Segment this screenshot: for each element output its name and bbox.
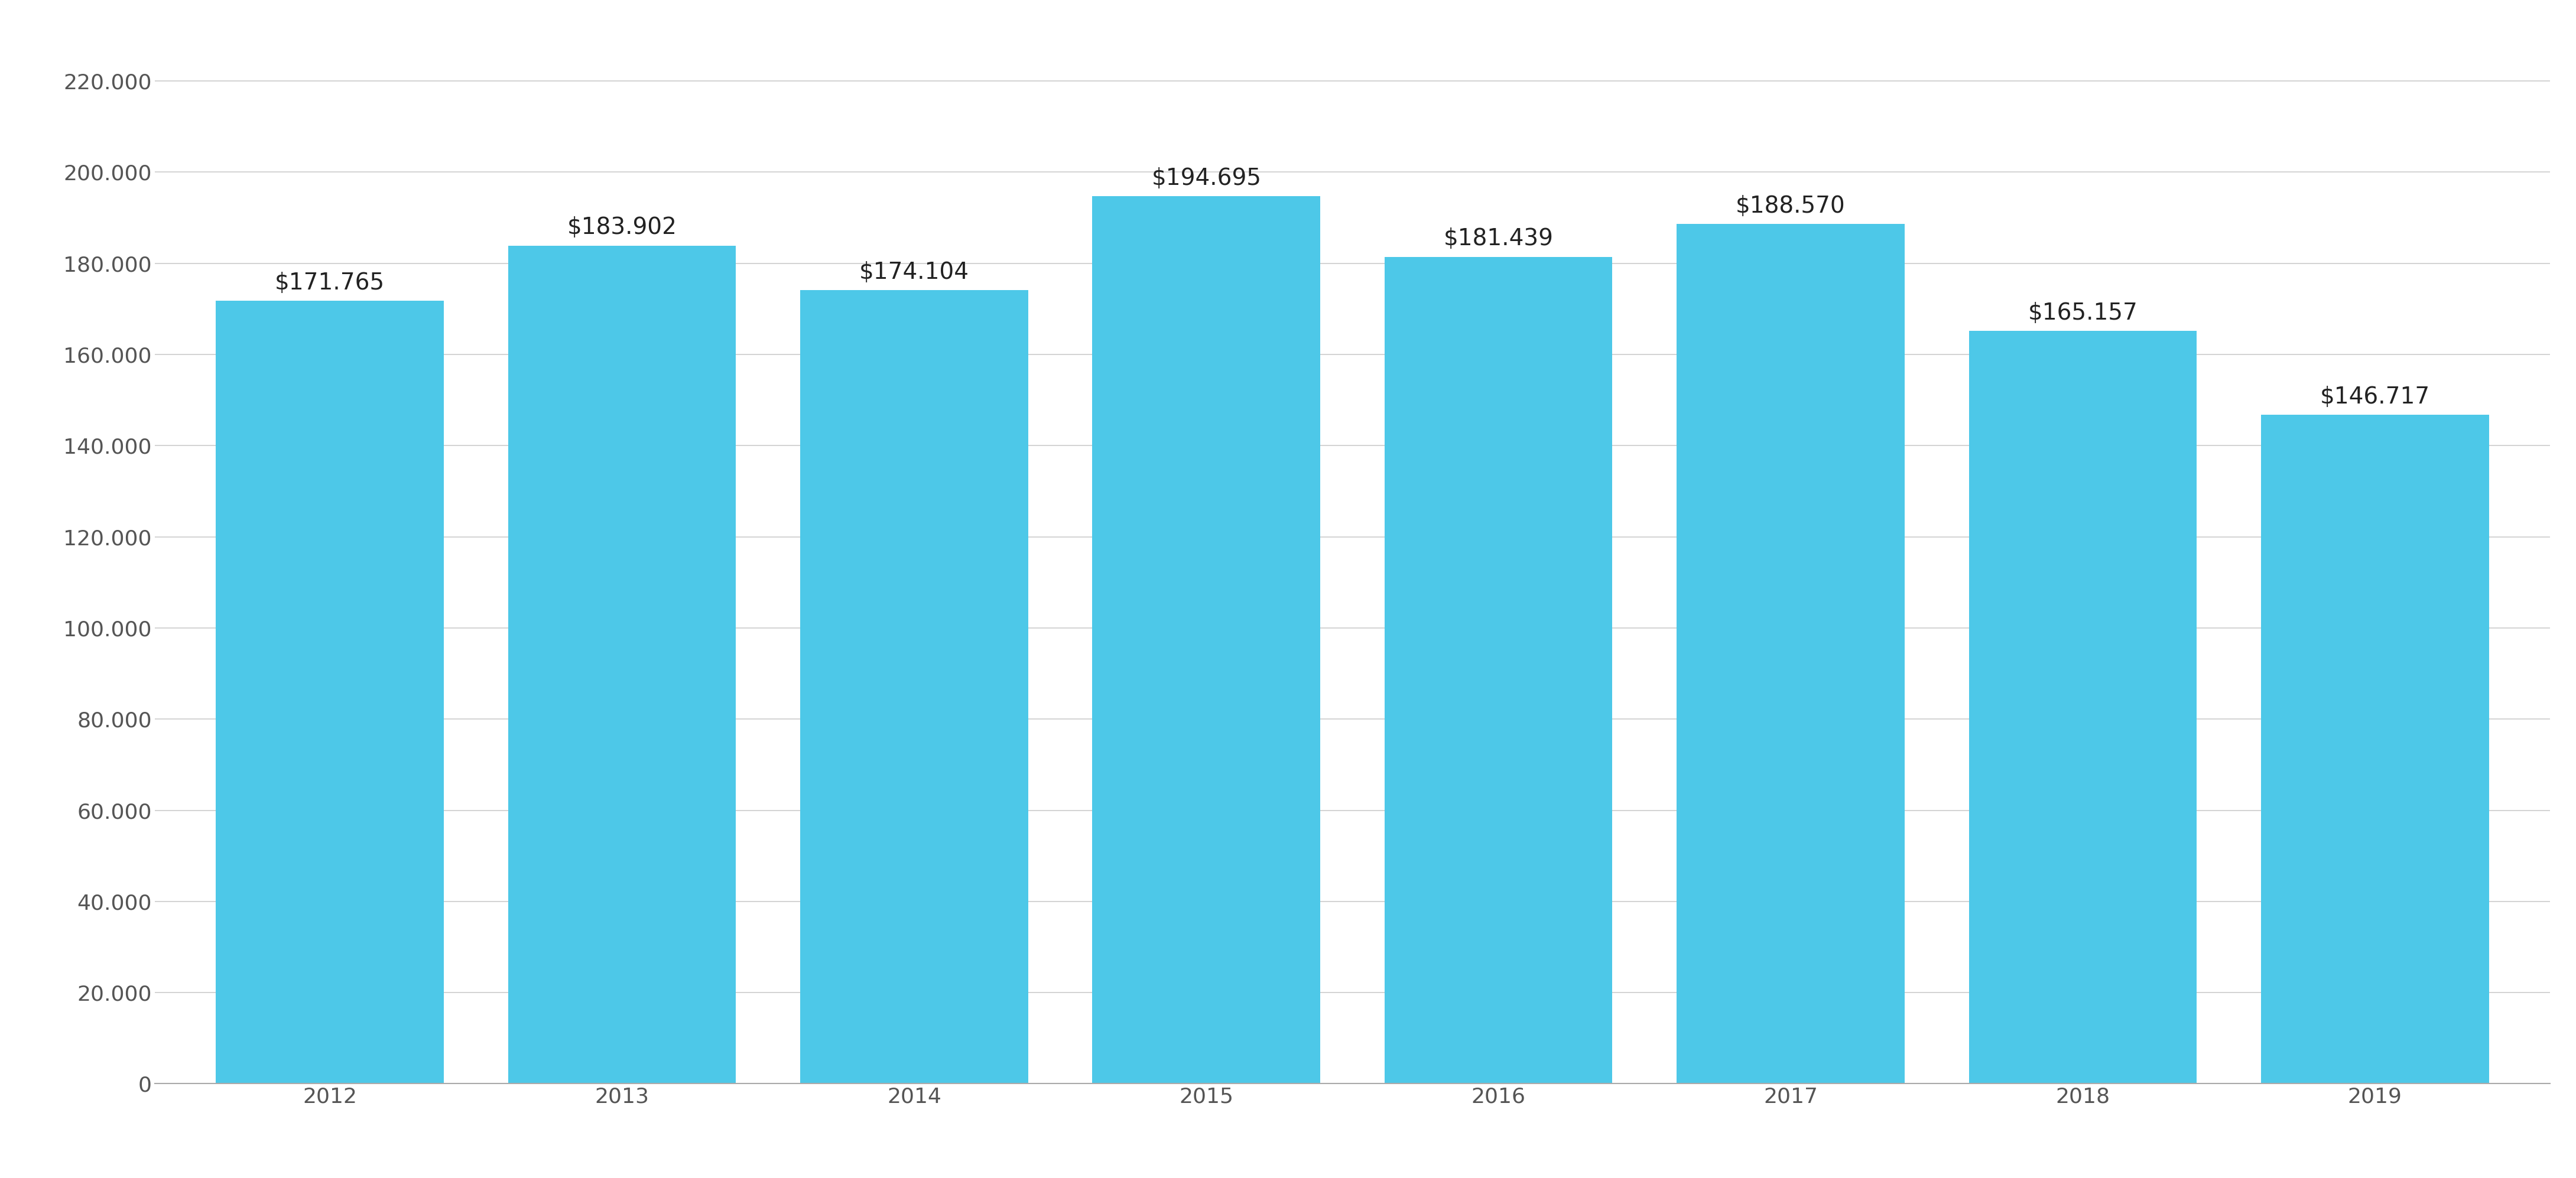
Text: $183.902: $183.902 — [567, 217, 677, 239]
Text: $165.157: $165.157 — [2027, 302, 2138, 324]
Bar — [1968, 331, 2197, 1084]
Text: $171.765: $171.765 — [276, 271, 384, 294]
Text: $194.695: $194.695 — [1151, 167, 1262, 190]
Bar — [2262, 415, 2488, 1084]
Text: $181.439: $181.439 — [1443, 227, 1553, 250]
Bar — [507, 245, 737, 1084]
Bar — [1383, 257, 1613, 1084]
Text: $174.104: $174.104 — [860, 260, 969, 283]
Text: $188.570: $188.570 — [1736, 194, 1844, 218]
Bar — [216, 300, 443, 1084]
Bar — [801, 290, 1028, 1084]
Bar — [1092, 197, 1321, 1084]
Bar — [1677, 224, 1904, 1084]
Text: $146.717: $146.717 — [2321, 385, 2429, 408]
